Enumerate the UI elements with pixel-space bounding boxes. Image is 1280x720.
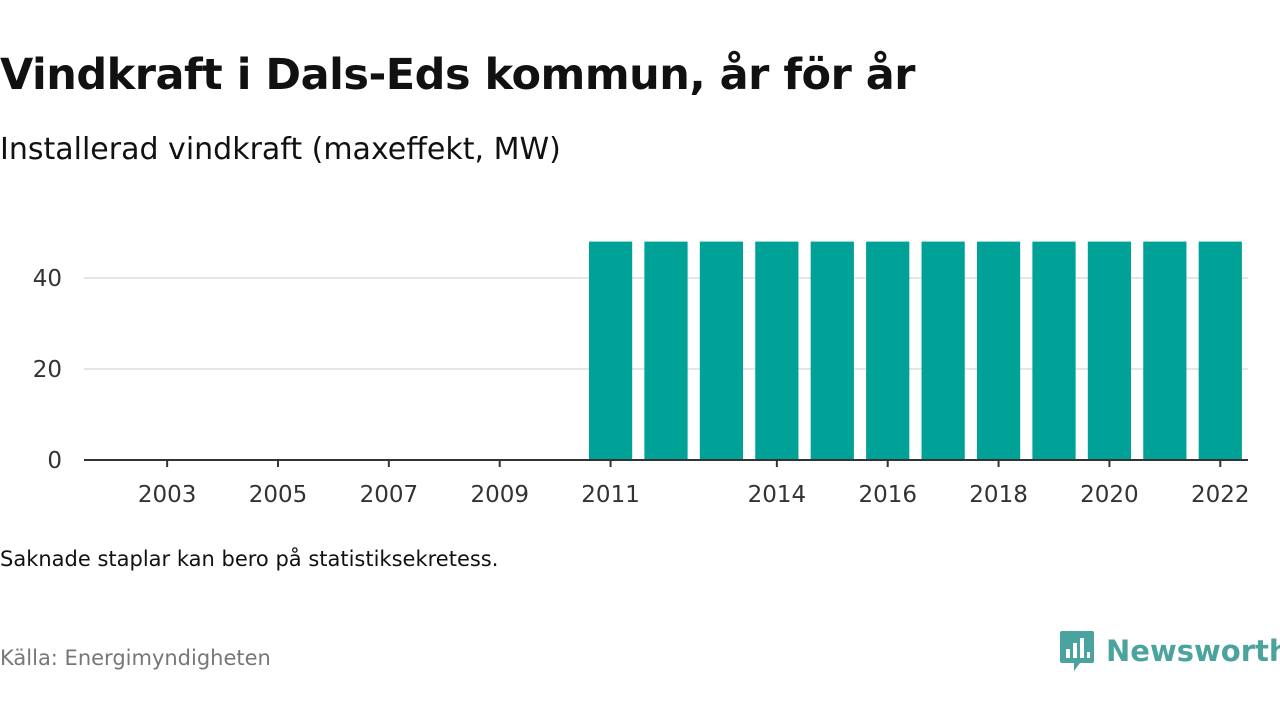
y-axis-ticks: 0 20 40 (33, 266, 62, 474)
bar-2016 (866, 241, 910, 460)
x-tick-label: 2016 (858, 482, 917, 508)
bar-2019 (1032, 241, 1076, 460)
bar-2020 (1087, 241, 1132, 460)
x-tick-label: 2007 (360, 482, 419, 508)
bar-2014 (755, 241, 799, 460)
bar-2012 (644, 241, 688, 460)
brand-name: Newsworthy (1106, 634, 1280, 668)
bar-2022 (1198, 241, 1242, 460)
x-tick-label: 2009 (470, 482, 529, 508)
chart-title: Vindkraft i Dals-Eds kommun, år för år (0, 50, 916, 100)
bar-2018 (976, 241, 1021, 460)
newsworthy-logo[interactable]: Newsworthy (1058, 628, 1280, 674)
x-tick-label: 2014 (748, 482, 807, 508)
bar-2021 (1143, 241, 1187, 460)
source-text: Källa: Energimyndigheten (0, 646, 271, 670)
y-tick-label: 20 (33, 357, 62, 383)
bars (588, 241, 1242, 460)
x-tick-label: 2022 (1191, 482, 1250, 508)
chart-subtitle: Installerad vindkraft (maxeffekt, MW) (0, 132, 561, 167)
bar-2013 (699, 241, 744, 460)
bar-chart-speech-bubble-icon (1060, 631, 1094, 671)
x-tick-label: 2018 (969, 482, 1028, 508)
x-tick-label: 2011 (581, 482, 640, 508)
y-tick-label: 0 (47, 448, 62, 474)
x-tick-label: 2003 (138, 482, 197, 508)
x-tick-label: 2020 (1080, 482, 1139, 508)
x-tick-label: 2005 (249, 482, 308, 508)
bar-2017 (921, 241, 965, 460)
x-axis-ticks: 2003 2005 2007 2009 2011 2014 2016 2018 2020 2022 (138, 460, 1250, 508)
bar-2015 (810, 241, 854, 460)
footnote: Saknade staplar kan bero på statistiksek… (0, 547, 499, 571)
bar-2011 (588, 241, 633, 460)
y-tick-label: 40 (33, 266, 62, 292)
